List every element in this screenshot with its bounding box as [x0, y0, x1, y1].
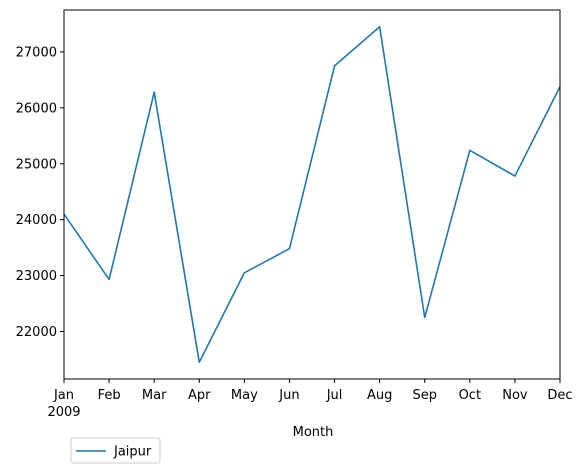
x-tick-label: Feb [98, 388, 121, 403]
y-tick-label: 22000 [16, 325, 57, 340]
x-tick-label: Apr [188, 388, 211, 403]
y-tick-label: 24000 [16, 213, 57, 228]
y-tick-label: 27000 [16, 45, 57, 60]
x-tick-label: Jun [278, 388, 299, 403]
x-tick-label: May [231, 388, 258, 403]
x-tick-label: Sep [412, 388, 437, 403]
x-tick-label: Dec [547, 388, 572, 403]
x-axis-title: Month [293, 425, 334, 440]
x-tick-label: Oct [459, 388, 481, 403]
legend: Jaipur [70, 437, 161, 464]
legend-label-jaipur: Jaipur [113, 445, 152, 460]
legend-box [70, 437, 161, 464]
x-tick-label: Mar [142, 388, 167, 403]
y-tick-label: 26000 [16, 101, 57, 116]
y-tick-label: 25000 [16, 157, 57, 172]
x-tick-label: Nov [502, 388, 528, 403]
x-tick-label: Jan [53, 388, 74, 403]
x-axis: Jan Feb Mar Apr May Jun Jul Aug Sep Oct Nov Dec [53, 379, 573, 403]
plot-content [63, 25, 561, 364]
x-tick-label: Aug [367, 388, 392, 403]
y-axis: 22000 23000 24000 25000 26000 27000 [16, 45, 64, 340]
y-tick-label: 23000 [16, 269, 57, 284]
x-year-label: 2009 [47, 405, 80, 420]
x-tick-label: Jul [326, 388, 343, 403]
plot-frame [63, 9, 561, 380]
series-line-jaipur [63, 25, 561, 364]
